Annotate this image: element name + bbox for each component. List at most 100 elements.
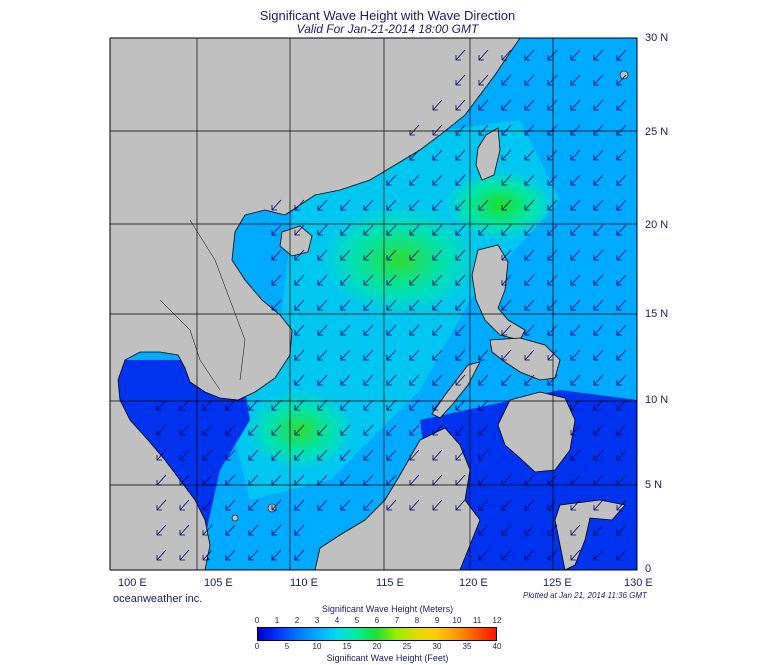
wave-arrow [455,224,466,236]
wave-arrow [570,74,581,86]
wave-arrow [524,224,535,236]
wave-arrow [593,99,604,111]
wave-arrow [225,524,236,536]
wave-arrow [524,174,535,186]
wave-arrow [478,199,489,211]
wave-arrow [363,349,374,361]
wave-arrow [616,299,627,311]
wave-arrow [501,249,512,261]
wave-arrow [478,99,489,111]
wave-arrow [179,399,190,411]
wave-arrow [340,324,351,336]
wave-arrow [593,349,604,361]
wave-arrow [294,399,305,411]
wave-arrow [501,374,512,386]
wave-arrow [593,524,604,536]
colorbar-meter-tick: 5 [354,616,360,625]
wave-arrow [524,49,535,61]
wave-arrow [593,399,604,411]
wave-arrow [616,149,627,161]
wave-arrow [501,49,512,61]
wave-arrow [616,199,627,211]
wave-arrow [501,124,512,136]
wave-arrow [156,499,167,511]
wave-arrow [501,324,512,336]
wave-arrow [570,449,581,461]
wave-arrow [501,224,512,236]
wave-arrow [294,249,305,261]
wave-arrow [363,499,374,511]
wave-arrow [225,424,236,436]
land-mainland-asia [110,38,521,570]
lat-label-10n: 10 N [645,394,669,406]
wave-arrow [455,399,466,411]
wave-arrow [547,549,558,561]
lat-lon-grid [109,37,638,571]
wave-arrow [317,224,328,236]
wave-arrow [156,399,167,411]
wave-arrow [455,174,466,186]
wave-arrow [524,124,535,136]
colorbar-feet-tick: 40 [492,642,502,651]
colorbar-feet-tick: 20 [372,642,382,651]
wave-arrow [547,524,558,536]
land-hainan [279,225,313,257]
wave-arrow [386,224,397,236]
wave-arrow [570,149,581,161]
wave-arrow [271,499,282,511]
wave-arrow [616,424,627,436]
wave-arrow [570,399,581,411]
wave-arrow [432,374,443,386]
wave-arrow [547,99,558,111]
wave-arrow [478,374,489,386]
wave-arrow [317,199,328,211]
wave-arrow [271,449,282,461]
wave-arrow [202,399,213,411]
wave-arrow [340,449,351,461]
wave-arrow [409,374,420,386]
wave-arrow [317,299,328,311]
lat-label-30n: 30 N [645,32,669,44]
wave-arrow [547,349,558,361]
wave-arrow [547,374,558,386]
wave-arrow [524,374,535,386]
wave-arrow [455,374,466,386]
wave-arrow [248,399,259,411]
wave-arrow [593,299,604,311]
wave-arrow [294,224,305,236]
colorbar-feet-tick: 35 [462,642,472,651]
wave-arrow [478,424,489,436]
colorbar-title-meters: Significant Wave Height (Meters) [321,604,454,614]
wave-arrow [432,424,443,436]
map-title: Significant Wave Height with Wave Direct… [259,8,516,23]
wave-arrow [409,399,420,411]
wave-arrow [432,224,443,236]
wave-arrow [317,424,328,436]
colorbar-meter-tick: 11 [472,616,482,625]
wave-arrow [593,274,604,286]
wave-arrow [616,399,627,411]
wave-arrow [501,149,512,161]
wave-arrow [593,74,604,86]
wave-arrow [363,199,374,211]
map-plot-area [110,38,637,570]
colorbar-feet-tick: 0 [254,642,260,651]
wave-arrow [593,549,604,561]
wave-arrow [317,499,328,511]
wave-arrow [455,249,466,261]
wave-arrow [478,499,489,511]
colorbar-feet-tick: 15 [342,642,352,651]
wave-arrow [202,524,213,536]
wave-arrow [455,324,466,336]
wave-arrow [524,549,535,561]
wave-arrow [409,224,420,236]
wave-arrow [455,299,466,311]
wave-arrow [455,349,466,361]
map-subtitle: Valid For Jan-21-2014 18:00 GMT [296,22,479,36]
wave-arrow [179,524,190,536]
wave-arrow [616,274,627,286]
lat-label-20n: 20 N [645,219,669,231]
land-palawan [431,361,481,419]
wave-arrow [432,399,443,411]
wave-arrow [432,274,443,286]
